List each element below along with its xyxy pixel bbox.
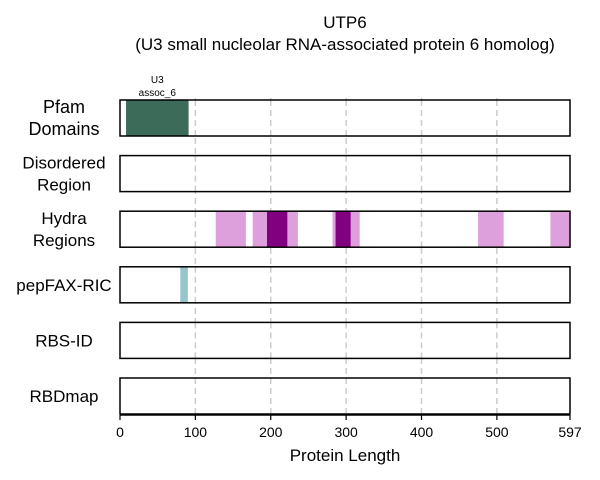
track-frame bbox=[119, 154, 571, 193]
feature-segment bbox=[550, 211, 570, 248]
chart-subtitle: (U3 small nucleolar RNA-associated prote… bbox=[135, 35, 555, 54]
x-tick-label: 400 bbox=[410, 424, 434, 440]
row-label: Pfam bbox=[43, 97, 85, 117]
x-tick-label: 100 bbox=[184, 424, 208, 440]
feature-segment bbox=[180, 266, 188, 303]
row-label: RBS-ID bbox=[35, 331, 93, 350]
track-row: Disordered Region bbox=[22, 154, 571, 195]
feature-segment bbox=[478, 211, 504, 248]
feature-segment bbox=[215, 211, 246, 248]
row-label: Regions bbox=[33, 231, 95, 250]
row-label: RBDmap bbox=[30, 387, 99, 406]
track-row: Hydra Regions bbox=[33, 209, 571, 250]
track-row: RBS-ID bbox=[35, 321, 571, 360]
grid-lines bbox=[194, 98, 498, 415]
row-label: Disordered bbox=[22, 154, 105, 173]
feature-segment bbox=[266, 211, 288, 248]
track-background bbox=[120, 155, 570, 192]
track-frame bbox=[119, 210, 571, 248]
feature-segment bbox=[335, 211, 351, 248]
row-label: Hydra bbox=[41, 209, 87, 228]
track-background bbox=[120, 378, 570, 414]
segment-label: U3 bbox=[151, 75, 164, 86]
row-label: Region bbox=[37, 176, 91, 195]
track-frame bbox=[119, 266, 571, 304]
track-frame bbox=[119, 377, 571, 415]
track-frame bbox=[119, 321, 571, 360]
x-tick-label: 0 bbox=[116, 424, 124, 440]
row-label: pepFAX-RIC bbox=[16, 276, 111, 295]
segment-label: assoc_6 bbox=[139, 88, 177, 99]
x-axis: 0 100 200 300 400 500 597 bbox=[116, 414, 582, 440]
track-row: RBDmap bbox=[30, 377, 571, 415]
chart-title: UTP6 bbox=[323, 13, 366, 32]
track-frame bbox=[119, 99, 571, 137]
x-tick-label: 200 bbox=[259, 424, 283, 440]
track-row: pepFAX-RIC bbox=[16, 266, 571, 304]
x-tick-label: 597 bbox=[558, 424, 582, 440]
track-background bbox=[120, 322, 570, 359]
row-label: Domains bbox=[28, 119, 99, 139]
x-tick-label: 300 bbox=[334, 424, 358, 440]
feature-segment bbox=[126, 100, 189, 136]
x-tick-label: 500 bbox=[485, 424, 509, 440]
x-axis-label: Protein Length bbox=[290, 446, 401, 465]
